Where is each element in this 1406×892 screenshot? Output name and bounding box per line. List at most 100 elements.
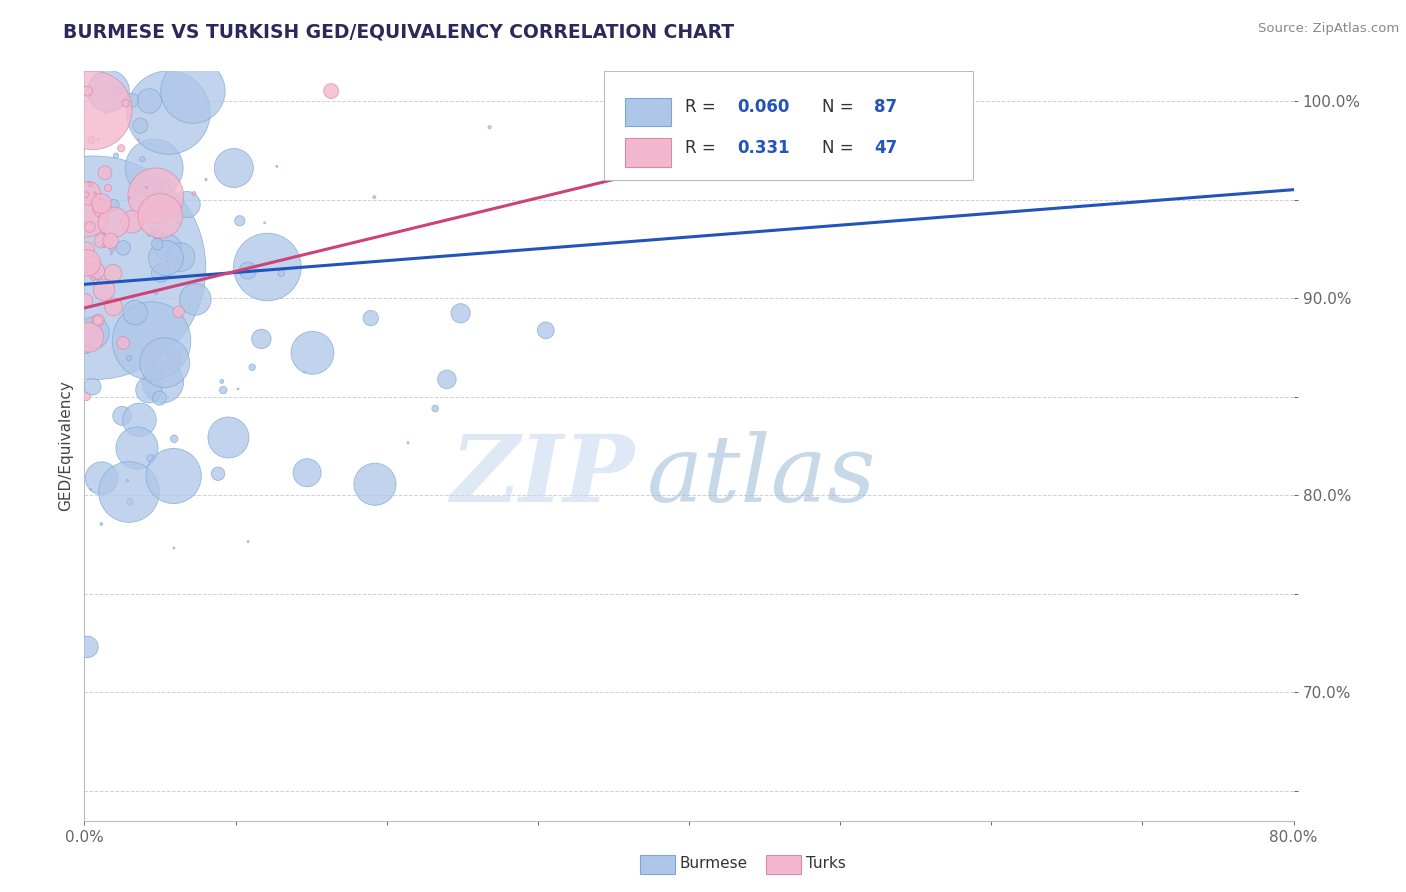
Point (138, 227, 160, 242)
Point (184, 293, 207, 307)
Point (155, 251, 177, 265)
Point (148, 173, 170, 187)
FancyBboxPatch shape (624, 138, 671, 167)
Point (250, 332, 273, 346)
Point (91, 202, 114, 216)
Point (124, 305, 146, 319)
Point (226, 382, 249, 396)
Point (82, 379, 104, 393)
Point (128, 413, 150, 427)
Point (94, 166, 117, 180)
Point (143, 161, 166, 175)
Point (163, 351, 186, 365)
Point (478, 120, 501, 135)
Point (76, 256, 98, 270)
Point (270, 266, 292, 280)
Point (75, 187, 97, 202)
Point (321, 84, 343, 98)
Point (240, 360, 263, 375)
Point (135, 180, 157, 194)
Point (360, 311, 382, 326)
Point (76, 243, 98, 257)
Point (84, 186, 107, 200)
Point (153, 356, 176, 370)
Text: ZIP: ZIP (450, 431, 634, 521)
Text: Burmese: Burmese (679, 856, 747, 871)
Point (145, 285, 167, 300)
Point (222, 161, 245, 175)
Point (83, 260, 105, 275)
Point (76, 84, 98, 98)
Text: atlas: atlas (647, 431, 876, 521)
Point (167, 216, 190, 230)
Point (253, 216, 276, 230)
Text: N =: N = (823, 139, 859, 157)
Text: 0.060: 0.060 (737, 98, 790, 117)
Point (266, 160, 288, 174)
Point (146, 227, 169, 241)
Point (114, 96, 136, 111)
Point (80, 483, 103, 497)
Point (97, 235, 120, 249)
Point (202, 269, 225, 284)
Point (148, 391, 170, 405)
Point (87, 313, 110, 327)
Point (176, 197, 198, 211)
Point (146, 237, 169, 252)
Point (169, 250, 191, 264)
Point (183, 186, 205, 201)
Point (152, 375, 174, 389)
Point (80, 133, 103, 147)
Point (87, 313, 110, 327)
Point (301, 346, 323, 360)
Point (76, 640, 98, 654)
Point (295, 466, 318, 480)
Point (97, 84, 120, 98)
Point (105, 148, 128, 162)
Text: 47: 47 (875, 139, 897, 157)
Point (129, 301, 152, 315)
Point (76, 208, 98, 222)
Point (111, 409, 134, 423)
Point (101, 242, 124, 256)
Point (145, 188, 167, 202)
Point (79, 177, 101, 191)
Point (90, 471, 112, 485)
Point (86, 311, 108, 326)
Point (363, 190, 385, 204)
Point (97, 181, 120, 195)
Point (364, 477, 387, 491)
Point (105, 84, 128, 98)
FancyBboxPatch shape (605, 71, 973, 180)
Point (212, 383, 235, 397)
Point (112, 241, 135, 255)
Point (100, 246, 122, 260)
Point (149, 209, 172, 223)
Point (84, 264, 107, 278)
Point (141, 334, 163, 348)
Point (229, 213, 252, 227)
Point (127, 133, 149, 147)
Point (195, 172, 218, 186)
Point (125, 441, 148, 455)
Text: R =: R = (685, 98, 721, 117)
Point (90, 234, 112, 248)
Point (117, 474, 139, 488)
Point (100, 234, 122, 248)
Point (118, 485, 141, 500)
Text: Turks: Turks (806, 856, 845, 871)
Point (77, 186, 100, 201)
Point (236, 263, 259, 277)
Point (91, 195, 114, 210)
Point (96, 106, 118, 120)
Point (211, 375, 233, 389)
Point (292, 365, 315, 379)
Point (75, 390, 97, 404)
Point (121, 215, 143, 229)
Point (103, 215, 125, 229)
Text: 0.331: 0.331 (737, 139, 790, 157)
Point (256, 260, 278, 274)
Point (139, 451, 162, 466)
Point (110, 141, 132, 155)
Point (163, 541, 186, 555)
